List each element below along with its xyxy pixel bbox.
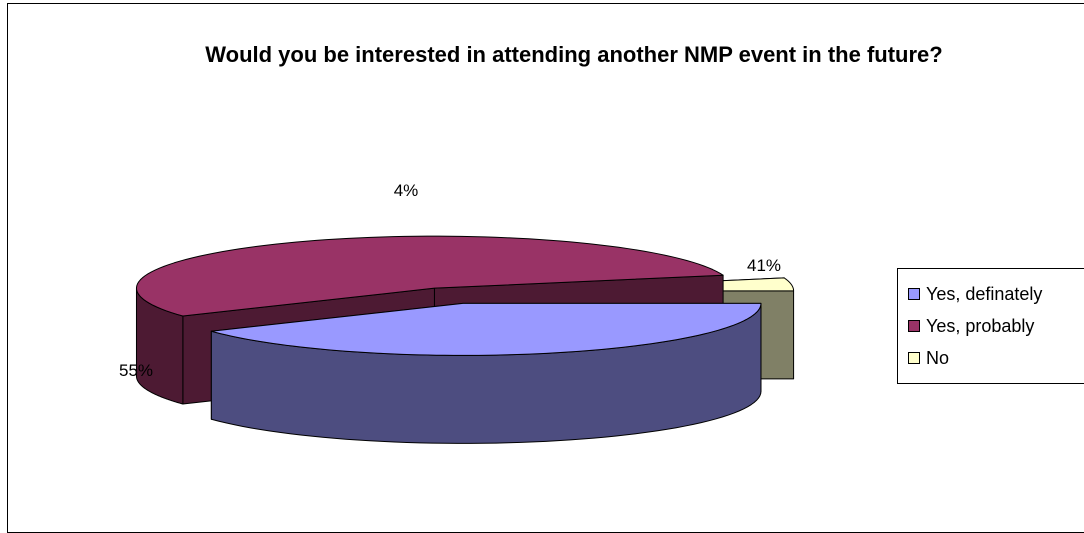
chart-title: Would you be interested in attending ano… — [205, 42, 943, 67]
legend-swatch-yes-probably — [908, 320, 920, 332]
data-label: 4% — [394, 181, 419, 200]
legend-label: Yes, probably — [926, 315, 1035, 336]
slice-top-face — [135, 235, 724, 317]
slice-top-face — [210, 302, 762, 356]
legend-item-no: No — [908, 345, 949, 371]
data-label: 55% — [119, 361, 153, 380]
legend-label: No — [926, 347, 950, 368]
data-label: 41% — [747, 256, 781, 275]
legend-label: Yes, definately — [926, 283, 1043, 304]
legend-swatch-yes-definately — [908, 288, 920, 300]
pie-slice-yes-definately — [210, 302, 762, 444]
legend-item-yes-probably: Yes, probably — [908, 313, 1034, 339]
legend-item-yes-definately: Yes, definately — [908, 281, 1042, 307]
legend-swatch-no — [908, 352, 920, 364]
legend: Yes, definately Yes, probably No — [897, 268, 1084, 384]
